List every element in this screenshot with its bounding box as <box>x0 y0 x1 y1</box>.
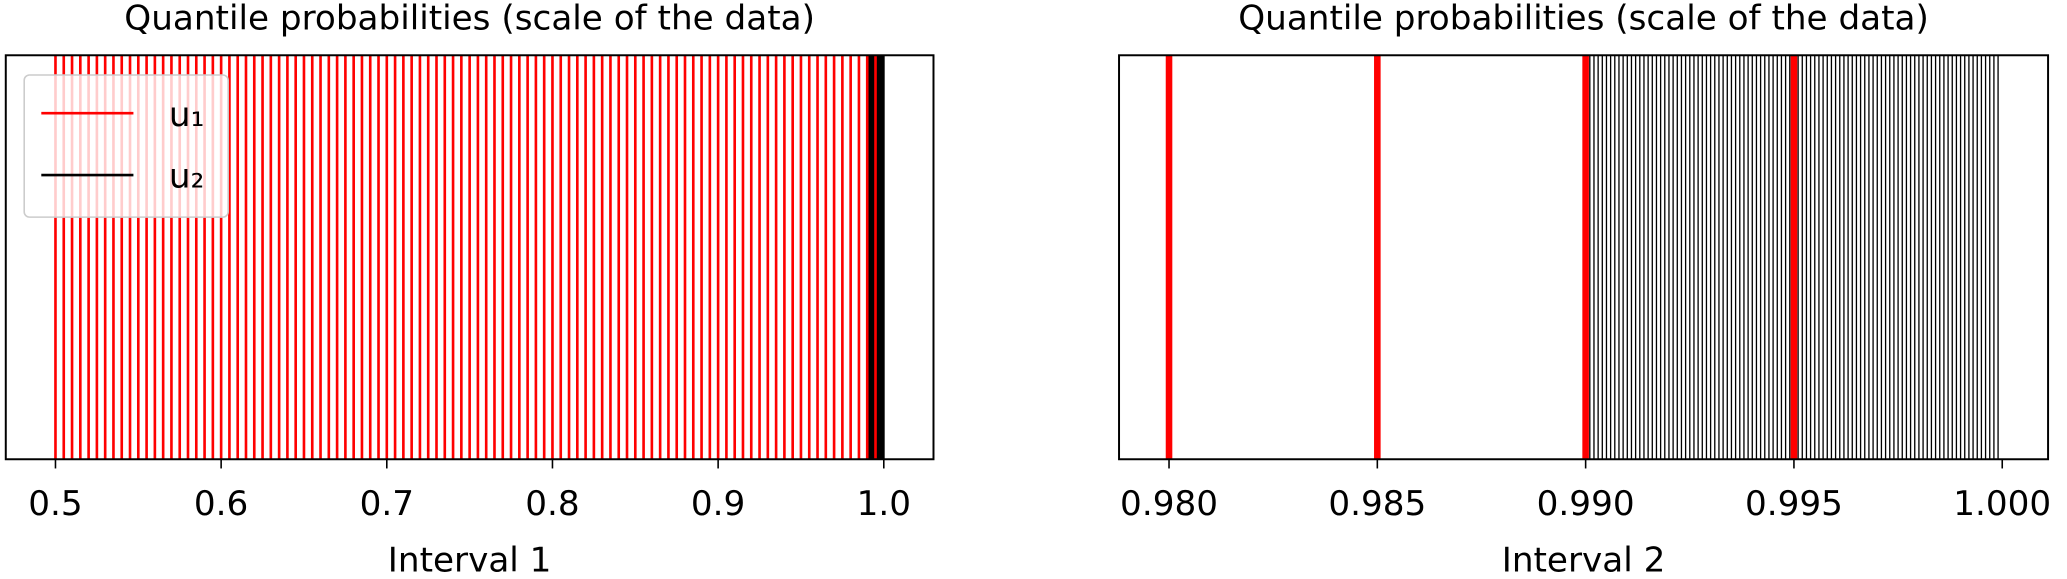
legend-label: u₁ <box>169 94 204 134</box>
x-tick-label: 1.0 <box>857 484 911 524</box>
x-tick-label: 0.8 <box>525 484 579 524</box>
x-axis-label: Interval 2 <box>1502 540 1666 579</box>
x-tick-label: 0.5 <box>28 484 82 524</box>
x-tick-label: 0.995 <box>1745 484 1843 524</box>
x-tick-label: 0.990 <box>1537 484 1635 524</box>
legend-label-text: u₁ <box>169 94 204 134</box>
x-tick-label: 0.7 <box>360 484 414 524</box>
x-tick-label: 0.980 <box>1120 484 1218 524</box>
plot-frame <box>1118 54 2050 461</box>
legend-frame <box>23 74 229 218</box>
x-axis-label: Interval 1 <box>388 540 552 579</box>
x-tick-label: 0.985 <box>1328 484 1426 524</box>
subplot: Quantile probabilities (scale of the dat… <box>1118 0 2051 579</box>
x-tick-label: 0.9 <box>691 484 745 524</box>
plot-frame <box>4 54 935 461</box>
lines <box>1165 55 1999 460</box>
x-tick-label: 1.000 <box>1953 484 2051 524</box>
chart-title: Quantile probabilities (scale of the dat… <box>1238 0 1929 38</box>
legend-label: u₂ <box>169 156 204 196</box>
legend-label-text: u₂ <box>169 156 204 196</box>
legend: u₁ u₂ <box>23 74 229 218</box>
chart-title: Quantile probabilities (scale of the dat… <box>124 0 815 38</box>
subplot: Quantile probabilities (scale of the dat… <box>4 0 935 579</box>
x-tick-label: 0.6 <box>194 484 248 524</box>
